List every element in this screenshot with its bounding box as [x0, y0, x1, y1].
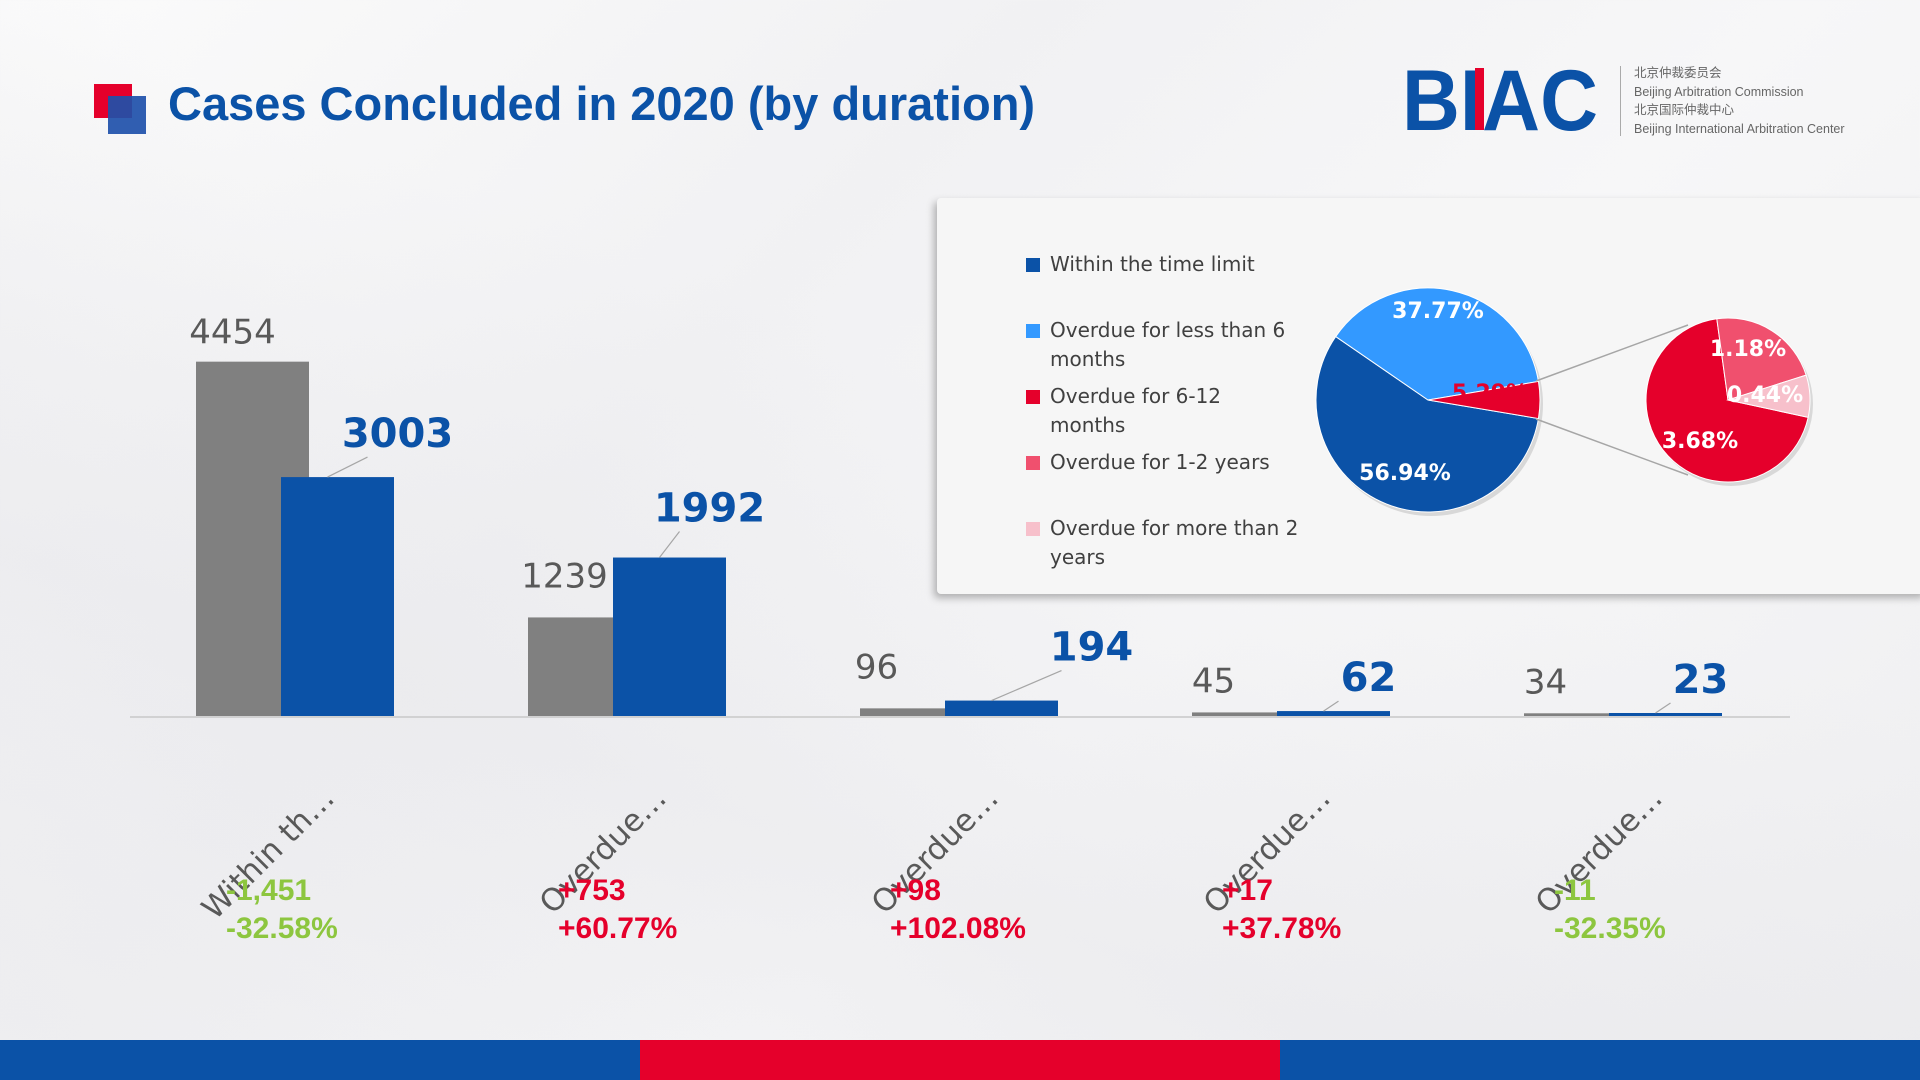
pie-slice: [1315, 335, 1540, 513]
legend-swatch: [1026, 522, 1040, 536]
page-title: Cases Concluded in 2020 (by duration): [168, 77, 1036, 130]
pie-value-label: 0.44%: [1727, 383, 1803, 408]
legend-label: Within the time limit: [1050, 252, 1255, 276]
legend-swatch: [1026, 258, 1040, 272]
footer-band-red: [640, 1040, 1280, 1080]
pie-value-label: 1.18%: [1710, 337, 1786, 362]
pie-slice: [1716, 317, 1807, 401]
leader-line: [1655, 702, 1671, 714]
pie-connector-line: [1535, 324, 1689, 382]
bar-value-label: 1992: [654, 486, 765, 532]
biac-logo-red-bar: [1475, 68, 1484, 130]
bar-2020: [1277, 711, 1390, 716]
pie-value-label: 3.68%: [1662, 429, 1738, 454]
legend-label: Overdue for more than 2 years: [1050, 516, 1299, 569]
change-percent: +102.08%: [890, 912, 1026, 945]
category-label: Overdue…: [1529, 780, 1670, 921]
bar-value-label: 96: [855, 647, 898, 687]
bar-value-label: 45: [1192, 661, 1235, 701]
legend-swatch: [1026, 390, 1040, 404]
change-value: -11: [1554, 874, 1596, 907]
change-percent: +60.77%: [558, 912, 677, 945]
legend-label: Overdue for 1-2 years: [1050, 450, 1270, 474]
bar-previous: [860, 708, 973, 716]
legend-label: Overdue for less than 6 months: [1050, 318, 1286, 371]
bar-value-label: 23: [1673, 657, 1729, 703]
footer-band-blue: [1280, 1040, 1920, 1080]
pie-slice: [1645, 318, 1809, 483]
footer-color-band: [0, 1040, 1920, 1080]
pie-slice: [1335, 287, 1540, 401]
pie-connector-line: [1535, 418, 1689, 476]
brand-line: 北京国际仲裁中心: [1634, 103, 1735, 117]
pie-value-label: 5.29%: [1452, 381, 1528, 406]
footer-band-blue: [0, 1040, 640, 1080]
change-value: -1,451: [226, 874, 311, 907]
leader-line: [327, 456, 368, 478]
leader-line: [1323, 700, 1339, 712]
pie-value-label: 37.77%: [1392, 299, 1484, 324]
bar-2020: [1609, 713, 1722, 716]
leader-line: [659, 531, 680, 558]
change-value: +753: [558, 874, 626, 907]
bar-value-label: 62: [1341, 655, 1397, 701]
change-percent: +37.78%: [1222, 912, 1341, 945]
brand-line: 北京仲裁委员会: [1634, 66, 1722, 80]
change-percent: -32.58%: [226, 912, 338, 945]
bar-2020: [281, 477, 394, 716]
biac-logo: BIAC: [1402, 62, 1598, 136]
change-percent: -32.35%: [1554, 912, 1666, 945]
bar-2020: [945, 700, 1058, 716]
bar-previous: [1524, 713, 1637, 716]
legend-swatch: [1026, 324, 1040, 338]
bar-2020: [613, 557, 726, 716]
change-value: +98: [890, 874, 941, 907]
bar-previous: [1192, 712, 1305, 716]
bar-value-label: 34: [1524, 662, 1567, 702]
pie-value-label: 56.94%: [1359, 461, 1451, 486]
title-marker-blue: [108, 96, 146, 134]
pie-slice: [1726, 374, 1811, 418]
bar-value-label: 194: [1050, 625, 1134, 671]
legend-swatch: [1026, 456, 1040, 470]
legend-label: Overdue for 6-12 months: [1050, 384, 1222, 437]
bar-value-label: 4454: [189, 313, 276, 353]
leader-line: [991, 670, 1062, 702]
brand-text: 北京仲裁委员会 Beijing Arbitration Commission 北…: [1634, 64, 1845, 138]
change-value: +17: [1222, 874, 1273, 907]
bar-value-label: 1239: [521, 556, 608, 596]
biac-logo-text: BIAC: [1402, 62, 1598, 136]
bar-value-label: 3003: [342, 411, 453, 457]
brand-line: Beijing International Arbitration Center: [1634, 121, 1845, 136]
brand-separator: [1620, 66, 1621, 136]
brand-line: Beijing Arbitration Commission: [1634, 84, 1804, 99]
pie-slice: [1427, 380, 1541, 420]
